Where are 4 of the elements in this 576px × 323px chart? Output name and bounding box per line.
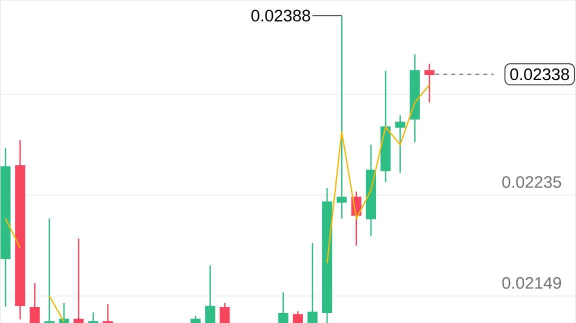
- y-tick-label: 0.02235: [502, 176, 562, 188]
- annotation: 0.02388: [251, 10, 310, 22]
- ref-line-label: 0.02338: [510, 68, 570, 80]
- y-tick-label: 0.02149: [502, 276, 562, 289]
